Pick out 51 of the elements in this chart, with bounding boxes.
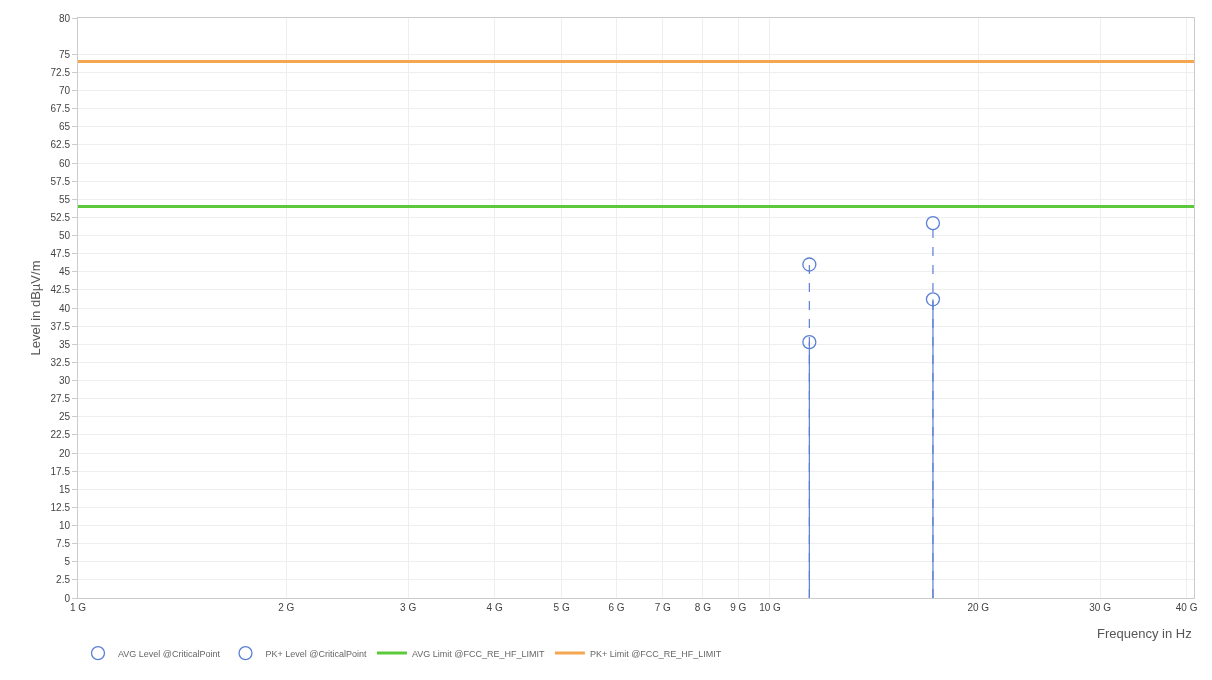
y-tick-label: 55 (58, 193, 71, 205)
y-tick-label: 25 (58, 411, 71, 423)
x-tick-label: 5 G (553, 602, 570, 613)
y-tick-label: 45 (58, 266, 71, 278)
y-tick-label: 52.5 (50, 211, 71, 223)
y-tick-label: 27.5 (50, 393, 71, 405)
y-tick-label: 10 (58, 520, 71, 531)
legend-label: PK+ Level @CriticalPoint (265, 648, 367, 659)
x-tick-label: 2 G (278, 602, 295, 613)
y-tick-label: 37.5 (50, 320, 71, 332)
y-tick-label: 60 (58, 157, 71, 169)
y-tick-label: 2.5 (56, 574, 71, 586)
legend-label: PK+ Limit @FCC_RE_HF_LIMIT (589, 648, 722, 659)
x-tick-label: 30 G (1089, 602, 1112, 613)
y-tick-label: 17.5 (50, 465, 71, 477)
y-tick-label: 50 (58, 230, 71, 241)
y-tick-label: 65 (58, 121, 71, 133)
y-tick-label: 12.5 (50, 501, 71, 513)
x-tick-label: 6 G (608, 602, 625, 613)
y-axis-title: Level in dBµV/m (28, 260, 44, 356)
y-tick-label: 35 (58, 338, 71, 350)
y-tick-label: 80 (58, 12, 71, 24)
y-tick-label: 22.5 (50, 429, 71, 441)
y-tick-label: 62.5 (50, 139, 71, 151)
y-tick-label: 67.5 (50, 103, 71, 115)
y-tick-label: 30 (58, 375, 71, 386)
x-tick-label: 9 G (730, 602, 747, 613)
x-tick-label: 8 G (694, 602, 712, 613)
x-tick-label: 40 G (1175, 602, 1198, 613)
x-tick-label: 7 G (654, 602, 672, 613)
x-tick-label: 20 G (967, 602, 990, 613)
x-tick-label: 3 G (400, 602, 417, 613)
y-tick-label: 32.5 (50, 356, 71, 368)
y-tick-label: 5 (64, 556, 71, 568)
x-tick-label: 1 G (69, 602, 87, 613)
y-tick-label: 57.5 (50, 175, 71, 187)
y-tick-label: 15 (58, 483, 71, 495)
x-axis-title: Frequency in Hz (1097, 626, 1192, 641)
y-tick-label: 20 (58, 447, 71, 459)
y-tick-label: 70 (58, 85, 71, 96)
y-tick-label: 47.5 (50, 248, 71, 260)
legend-label: AVG Level @CriticalPoint (118, 648, 221, 659)
y-tick-label: 0 (64, 592, 71, 604)
x-tick-label: 10 G (759, 602, 782, 613)
y-tick-label: 40 (58, 302, 71, 314)
y-tick-label: 42.5 (50, 284, 71, 296)
x-tick-label: 4 G (486, 602, 503, 613)
y-tick-label: 75 (58, 48, 71, 60)
y-tick-label: 72.5 (50, 66, 71, 78)
y-tick-label: 7.5 (56, 538, 71, 550)
legend-label: AVG Limit @FCC_RE_HF_LIMIT (411, 648, 545, 659)
